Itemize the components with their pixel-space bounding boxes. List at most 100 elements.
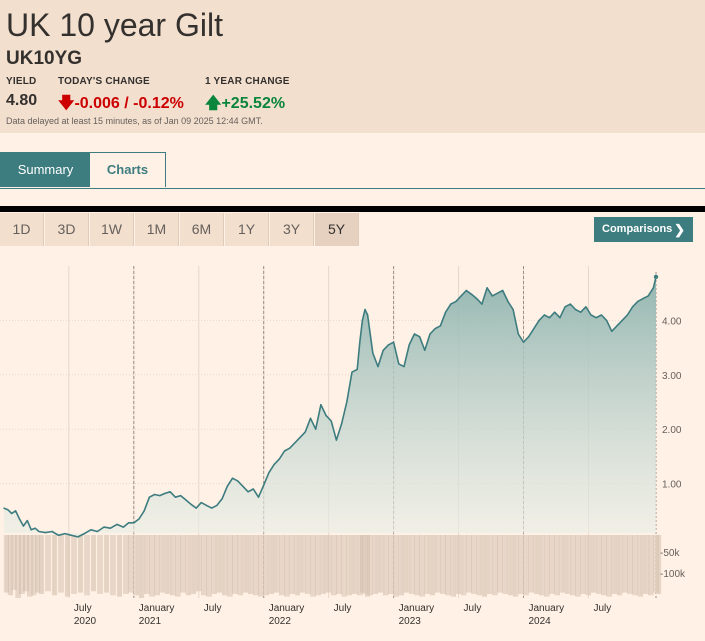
volume-bar bbox=[595, 535, 597, 593]
volume-bar bbox=[611, 535, 613, 594]
volume-bar bbox=[562, 535, 563, 593]
data-point bbox=[512, 308, 514, 311]
volume-bar bbox=[247, 535, 249, 593]
volume-bar bbox=[173, 535, 175, 596]
volume-bar bbox=[16, 535, 17, 590]
volume-bar bbox=[189, 535, 190, 596]
tab-charts[interactable]: Charts bbox=[89, 152, 166, 187]
volume-bar bbox=[563, 535, 564, 593]
volume-bar bbox=[207, 535, 209, 597]
volume-bar bbox=[297, 535, 298, 596]
volume-bar bbox=[507, 535, 509, 596]
volume-bar bbox=[38, 535, 40, 593]
volume-bar bbox=[338, 535, 340, 594]
data-point bbox=[263, 484, 265, 486]
volume-bar bbox=[286, 535, 288, 597]
yield-line[interactable] bbox=[3, 276, 657, 538]
volume-bar bbox=[11, 535, 13, 590]
todays-change-label: TODAY'S CHANGE bbox=[58, 76, 150, 87]
data-point bbox=[398, 363, 400, 365]
volume-bar bbox=[244, 535, 245, 593]
volume-bar bbox=[313, 535, 315, 597]
volume-bar bbox=[248, 535, 249, 594]
range-3y-button[interactable]: 3Y bbox=[270, 213, 314, 246]
data-point bbox=[548, 317, 551, 319]
tab-summary[interactable]: Summary bbox=[0, 152, 91, 187]
volume-bar bbox=[232, 535, 234, 594]
volume-bar bbox=[454, 535, 455, 597]
volume-bar bbox=[256, 535, 258, 596]
volume-bar bbox=[291, 535, 293, 594]
volume-bar bbox=[239, 535, 241, 596]
data-point bbox=[242, 485, 244, 487]
range-1w-button[interactable]: 1W bbox=[90, 213, 134, 246]
volume-bar bbox=[660, 535, 662, 594]
data-point bbox=[413, 333, 415, 335]
data-point bbox=[22, 525, 24, 527]
section-divider bbox=[0, 206, 705, 212]
chevron-right-icon: ❯ bbox=[674, 222, 685, 237]
volume-bar bbox=[366, 535, 367, 597]
range-5y-button[interactable]: 5Y bbox=[315, 213, 359, 246]
volume-bar bbox=[598, 535, 600, 594]
volume-bar bbox=[514, 535, 515, 597]
volume-bar bbox=[68, 535, 69, 597]
volume-bar bbox=[398, 535, 399, 597]
data-point bbox=[574, 308, 577, 311]
volume-bar bbox=[499, 535, 501, 593]
volume-bar bbox=[369, 535, 371, 596]
data-point bbox=[341, 423, 343, 425]
comparisons-button[interactable]: Comparisons ❯ bbox=[594, 217, 693, 242]
range-1d-button[interactable]: 1D bbox=[0, 213, 44, 246]
volume-bar bbox=[20, 535, 22, 594]
volume-bar bbox=[277, 535, 279, 593]
volume-bar bbox=[12, 535, 14, 590]
volume-bar bbox=[164, 535, 165, 593]
volume-bar bbox=[98, 535, 100, 594]
volume-bar bbox=[353, 535, 354, 594]
volume-bar bbox=[400, 535, 402, 596]
x-tick-year: 2021 bbox=[139, 616, 162, 627]
data-point bbox=[195, 507, 197, 509]
volume-bar bbox=[341, 535, 343, 597]
x-tick-year: 2020 bbox=[74, 616, 97, 627]
volume-bar bbox=[409, 535, 410, 594]
volume-bar bbox=[547, 535, 549, 597]
data-point bbox=[315, 428, 317, 430]
range-1y-button[interactable]: 1Y bbox=[225, 213, 269, 246]
range-1m-button[interactable]: 1M bbox=[135, 213, 179, 246]
volume-bar bbox=[80, 535, 81, 593]
volume-bar bbox=[272, 535, 273, 594]
volume-bar bbox=[399, 535, 401, 596]
delay-note: Data delayed at least 15 minutes, as of … bbox=[6, 116, 263, 126]
volume-bar bbox=[106, 535, 107, 593]
data-point bbox=[11, 512, 13, 515]
volume-bar bbox=[58, 535, 60, 593]
range-3d-button[interactable]: 3D bbox=[45, 213, 89, 246]
page-title: UK 10 year Gilt bbox=[6, 7, 223, 43]
volume-bar bbox=[346, 535, 348, 596]
data-point bbox=[64, 533, 66, 535]
range-6m-button[interactable]: 6M bbox=[180, 213, 224, 246]
volume-bar bbox=[268, 535, 269, 596]
volume-bar bbox=[233, 535, 235, 594]
volume-bar bbox=[372, 535, 374, 594]
volume-bar bbox=[569, 535, 571, 594]
volume-bar bbox=[573, 535, 575, 596]
volume-bar bbox=[167, 535, 168, 594]
volume-bar bbox=[218, 535, 219, 593]
volume-bar bbox=[435, 535, 436, 593]
data-point bbox=[205, 504, 208, 506]
volume-bar bbox=[631, 535, 633, 594]
volume-bar bbox=[350, 535, 351, 596]
volume-bar bbox=[564, 535, 565, 593]
volume-bar bbox=[577, 535, 579, 597]
volume-bar bbox=[625, 535, 627, 593]
volume-bar bbox=[222, 535, 223, 596]
volume-bar bbox=[428, 535, 429, 594]
volume-bar bbox=[360, 535, 362, 593]
volume-bar bbox=[452, 535, 454, 597]
data-point bbox=[289, 447, 291, 449]
volume-bar bbox=[238, 535, 240, 596]
